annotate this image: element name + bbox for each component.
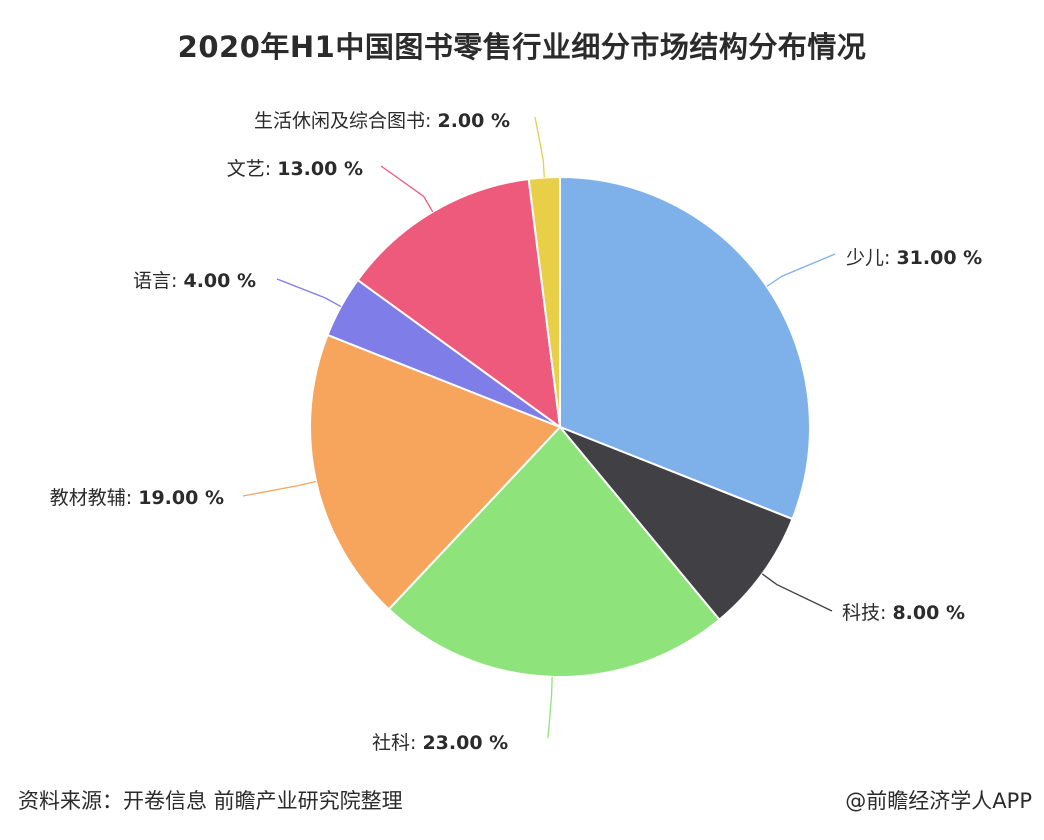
slice-label-社科: 社科: 23.00 % <box>372 732 508 754</box>
pie-slice-文艺 <box>356 177 562 430</box>
leader-line-教材教辅 <box>242 480 317 497</box>
slice-label-生活休闲及综合图书: 生活休闲及综合图书: 2.00 % <box>254 110 510 132</box>
slice-label-教材教辅: 教材教辅: 19.00 % <box>50 487 224 509</box>
chart-title: 2020年H1中国图书零售行业细分市场结构分布情况 <box>177 30 867 64</box>
pie-slices <box>309 175 811 678</box>
slice-label-科技: 科技: 8.00 % <box>842 602 965 624</box>
leader-line-生活休闲及综合图书 <box>534 116 545 178</box>
source-note: 资料来源：开卷信息 前瞻产业研究院整理 <box>18 789 403 813</box>
credit-note: @前瞻经济学人APP <box>845 789 1032 813</box>
slice-label-少儿: 少儿: 31.00 % <box>846 247 982 269</box>
leader-line-社科 <box>547 676 553 739</box>
leader-line-文艺 <box>380 165 434 213</box>
slice-label-文艺: 文艺: 13.00 % <box>227 158 363 180</box>
slice-label-语言: 语言: 4.00 % <box>133 270 256 292</box>
pie-slice-社科 <box>387 425 721 678</box>
leader-lines <box>242 116 836 739</box>
leader-line-少儿 <box>766 253 836 288</box>
pie-slice-少儿 <box>559 175 811 521</box>
pie-slice-科技 <box>559 426 794 622</box>
slice-labels: 少儿: 31.00 % 科技: 8.00 % 社科: 23.00 % 教材教辅: 19… <box>50 110 982 754</box>
leader-line-科技 <box>761 573 833 612</box>
pie-slice-教材教辅 <box>309 333 562 611</box>
leader-line-语言 <box>276 278 342 308</box>
